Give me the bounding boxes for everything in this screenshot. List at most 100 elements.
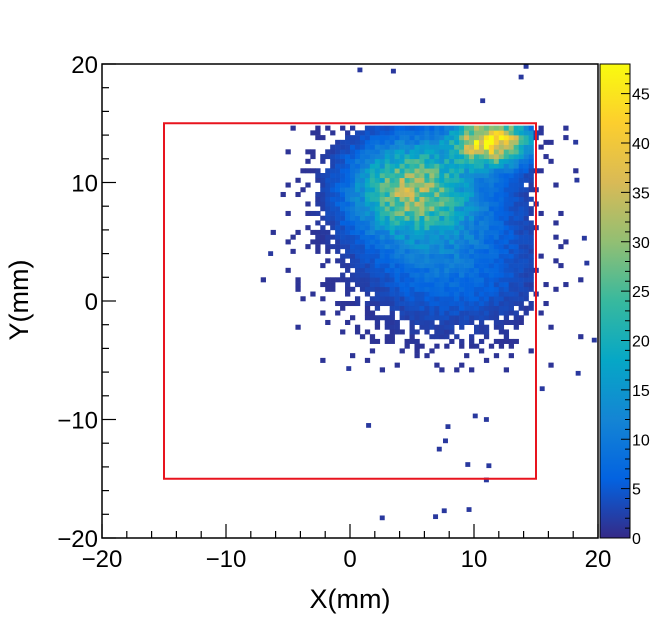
heatmap-bin xyxy=(354,324,361,330)
heatmap-bin xyxy=(478,338,485,344)
heatmap-bin xyxy=(429,291,435,297)
heatmap-bin xyxy=(325,286,331,292)
heatmap-bin xyxy=(320,154,326,160)
heatmap-bin xyxy=(374,248,381,254)
heatmap-bin xyxy=(508,343,514,349)
heatmap-bin xyxy=(379,229,386,235)
heatmap-bin xyxy=(508,291,514,297)
heatmap-bin xyxy=(508,125,514,131)
heatmap-bin xyxy=(513,244,519,250)
heatmap-bin xyxy=(424,229,430,235)
heatmap-bin xyxy=(493,225,500,231)
heatmap-bin xyxy=(513,130,519,136)
heatmap-bin xyxy=(493,163,500,169)
y-tick-label: −20 xyxy=(57,526,98,553)
heatmap-bin xyxy=(444,310,450,316)
heatmap-bin xyxy=(513,286,519,292)
heatmap-bin xyxy=(404,301,410,307)
heatmap-bin xyxy=(464,139,470,145)
heatmap-bin xyxy=(389,149,395,155)
heatmap-bin xyxy=(399,263,405,269)
heatmap-bin xyxy=(394,286,400,292)
heatmap-bin xyxy=(394,196,400,202)
heatmap-bin xyxy=(399,215,405,221)
heatmap-bin xyxy=(330,220,336,226)
heatmap-bin xyxy=(350,154,356,160)
heatmap-bin xyxy=(424,239,430,245)
heatmap-bin xyxy=(429,310,435,316)
heatmap-bin xyxy=(399,315,405,321)
heatmap-bin xyxy=(444,296,450,302)
heatmap-bin xyxy=(399,144,405,150)
colorbar-label: 20 xyxy=(632,334,650,351)
heatmap-bin xyxy=(359,263,366,269)
heatmap-bin xyxy=(469,272,475,278)
heatmap-bin xyxy=(434,334,440,340)
heatmap-bin xyxy=(563,282,569,288)
heatmap-bin xyxy=(483,286,490,292)
heatmap-bin xyxy=(389,277,395,283)
heatmap-bin xyxy=(478,177,485,183)
heatmap-bin xyxy=(493,158,500,164)
heatmap-bin xyxy=(449,158,455,164)
heatmap-bin xyxy=(508,130,514,136)
heatmap-bin xyxy=(350,234,356,240)
heatmap-bin xyxy=(478,324,485,330)
heatmap-bin xyxy=(498,244,505,250)
heatmap-bin xyxy=(503,282,510,288)
heatmap-bin xyxy=(335,149,341,155)
heatmap-bin xyxy=(364,310,371,316)
heatmap-bin xyxy=(350,158,356,164)
heatmap-bin xyxy=(454,310,460,316)
heatmap-bin xyxy=(543,301,549,307)
heatmap-bin xyxy=(369,206,376,212)
heatmap-bin xyxy=(513,144,519,150)
heatmap-bin xyxy=(503,149,510,155)
heatmap-bin xyxy=(508,234,514,240)
heatmap-bin xyxy=(523,144,529,150)
heatmap-bin xyxy=(409,272,415,278)
heatmap-bin xyxy=(419,187,425,193)
heatmap-bin xyxy=(449,263,455,269)
heatmap-bin xyxy=(354,220,361,226)
heatmap-bin xyxy=(404,258,410,264)
heatmap-bin xyxy=(389,319,395,325)
heatmap-bin xyxy=(409,125,415,131)
heatmap-bin xyxy=(389,201,395,207)
heatmap-bin xyxy=(449,196,455,202)
heatmap-bin xyxy=(369,125,376,131)
heatmap-bin xyxy=(404,158,410,164)
heatmap-bin xyxy=(315,177,321,183)
heatmap-bin xyxy=(528,196,534,202)
heatmap-bin xyxy=(513,177,519,183)
heatmap-bin xyxy=(493,201,500,207)
heatmap-bin xyxy=(469,196,475,202)
heatmap-bin xyxy=(354,263,361,269)
heatmap-bin xyxy=(414,125,420,131)
heatmap-bin xyxy=(508,248,514,254)
heatmap-bin xyxy=(464,168,470,174)
heatmap-bin xyxy=(498,277,505,283)
heatmap-bin xyxy=(354,206,361,212)
heatmap-bin xyxy=(389,239,395,245)
heatmap-bin xyxy=(454,244,460,250)
x-tick-label: 0 xyxy=(343,546,356,573)
heatmap-bin xyxy=(434,177,440,183)
heatmap-bin xyxy=(394,305,400,311)
heatmap-bin xyxy=(409,329,415,335)
heatmap-bin xyxy=(464,201,470,207)
heatmap-bin xyxy=(439,301,445,307)
heatmap-bin xyxy=(464,239,470,245)
heatmap-bin xyxy=(508,206,514,212)
heatmap-bin xyxy=(454,319,460,325)
heatmap-bin xyxy=(399,177,405,183)
heatmap-bin xyxy=(354,244,361,250)
heatmap-bin xyxy=(384,301,390,307)
heatmap-bin xyxy=(474,191,480,198)
outlier-bin xyxy=(436,446,442,452)
heatmap-bin xyxy=(345,191,351,198)
heatmap-bin xyxy=(424,244,430,250)
heatmap-bin xyxy=(374,210,381,216)
heatmap-bin xyxy=(364,286,371,292)
heatmap-bin xyxy=(389,210,395,216)
